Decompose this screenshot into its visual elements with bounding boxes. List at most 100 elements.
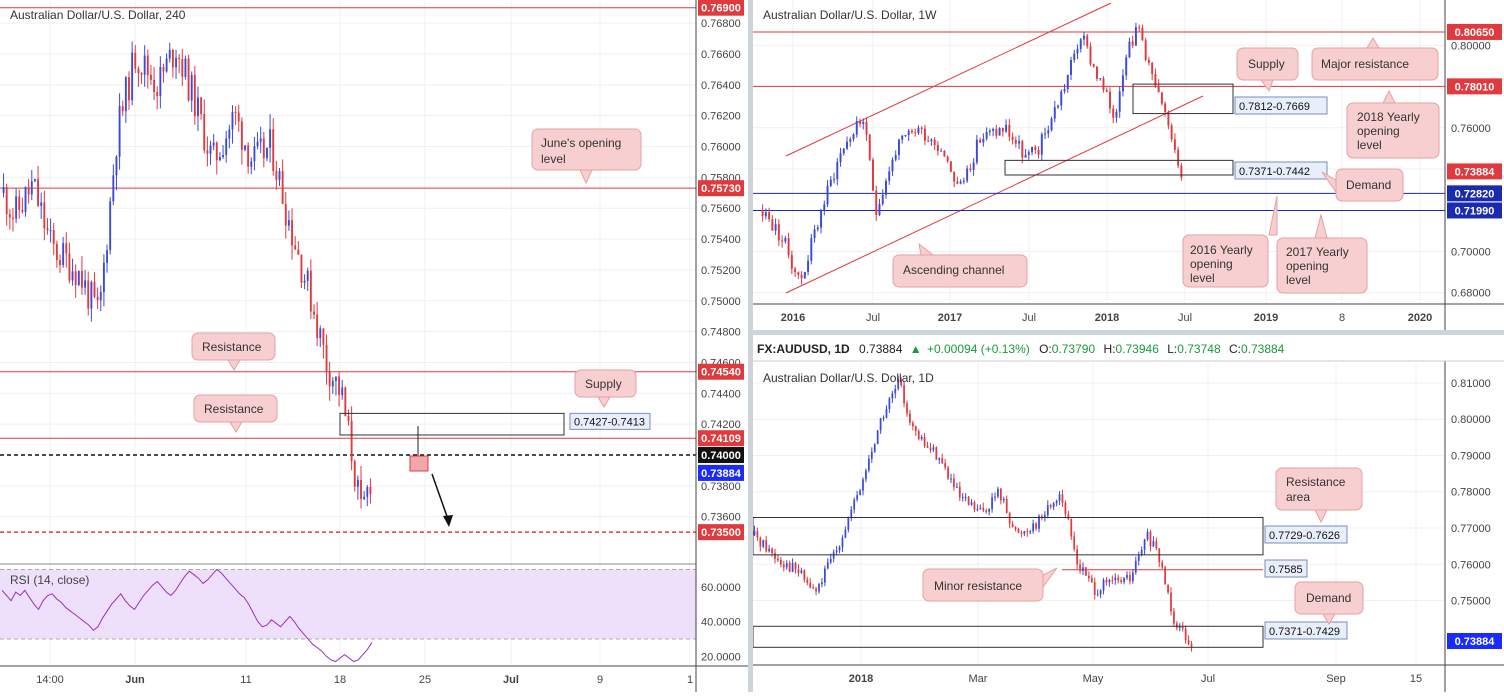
h4-chart-panel[interactable]: 0.7427-0.7413 June's opening level Resis… bbox=[0, 0, 748, 692]
h4-candle bbox=[360, 466, 362, 509]
d1-candle bbox=[794, 561, 797, 574]
h4-supply-zone[interactable] bbox=[339, 412, 565, 436]
h4-candle bbox=[313, 304, 315, 320]
h4-candle bbox=[71, 258, 74, 286]
w1-levels bbox=[753, 31, 1445, 211]
h4-callout-supply[interactable]: Supply bbox=[574, 369, 637, 408]
d1-candle bbox=[1120, 577, 1123, 584]
w1-candle bbox=[1014, 136, 1017, 148]
h4-candle bbox=[272, 118, 275, 176]
h4-time-axis[interactable]: 14:00 Jun 11 18 25 Jul 9 1 bbox=[0, 665, 748, 686]
w1-candle bbox=[1115, 108, 1118, 123]
d1-candle bbox=[932, 444, 935, 453]
h4-callout-june-open[interactable]: June's opening level bbox=[531, 128, 642, 185]
w1-callout-supply[interactable]: Supply bbox=[1236, 47, 1299, 93]
d1-candle bbox=[1173, 607, 1175, 627]
d1-candle bbox=[815, 586, 817, 596]
d1-time-axis[interactable]: 2018 Mar May Jul Sep 15 bbox=[753, 664, 1504, 685]
w1-candle bbox=[966, 165, 969, 184]
d1-x-tick: Jul bbox=[1201, 673, 1215, 685]
d1-price-axis[interactable]: 0.81000 0.80000 0.79000 0.78000 0.77000 0.760… bbox=[753, 360, 1504, 692]
d1-candle bbox=[870, 447, 873, 463]
w1-candle bbox=[897, 138, 900, 161]
d1-candle bbox=[1167, 584, 1169, 595]
w1-candle bbox=[1108, 87, 1111, 114]
h4-callout-june-open-l2: level bbox=[541, 152, 566, 166]
w1-ascending-channel bbox=[785, 2, 1204, 294]
w1-candle bbox=[784, 235, 787, 244]
w1-callout-ascending-channel[interactable]: Ascending channel bbox=[892, 242, 1028, 288]
w1-callout-2016-yearly[interactable]: 2016 Yearly opening level bbox=[1182, 195, 1278, 288]
d1-candle bbox=[1087, 571, 1090, 582]
price-tag: 0.74109 bbox=[698, 430, 744, 447]
w1-candle bbox=[1177, 146, 1180, 169]
d1-candle bbox=[835, 545, 838, 556]
w1-candle bbox=[1151, 61, 1154, 81]
w1-candle bbox=[1037, 146, 1040, 159]
w1-candle bbox=[1040, 132, 1043, 161]
w1-candle bbox=[1079, 38, 1082, 53]
h4-candle bbox=[344, 386, 347, 417]
d1-callout-minor-resistance[interactable]: Minor resistance bbox=[922, 567, 1058, 602]
price-tag: 0.71990 bbox=[1447, 202, 1502, 219]
w1-callout-major-resistance[interactable]: Major resistance bbox=[1311, 37, 1439, 81]
h4-candle bbox=[231, 105, 234, 144]
h4-price-axis[interactable]: 0.768000.766000.764000.762000.760000.758… bbox=[695, 0, 748, 692]
d1-callout-demand[interactable]: Demand bbox=[1294, 581, 1364, 625]
d1-candle bbox=[841, 535, 844, 552]
d1-candle bbox=[1111, 575, 1114, 585]
w1-supply-zone[interactable] bbox=[1132, 83, 1234, 115]
d1-candle bbox=[935, 446, 938, 460]
h4-candle bbox=[162, 63, 165, 83]
d1-candle bbox=[888, 397, 891, 413]
w1-candle bbox=[1076, 44, 1079, 60]
d1-candle bbox=[947, 465, 949, 480]
h4-candle bbox=[165, 53, 168, 73]
d1-candle bbox=[964, 493, 967, 502]
w1-y-tick: 0.70000 bbox=[1451, 246, 1491, 258]
d1-resistance-zone[interactable] bbox=[752, 516, 1264, 556]
svg-text:Supply: Supply bbox=[585, 377, 622, 391]
w1-chart-panel[interactable]: 0.7812-0.7669 0.7371-0.7442 Supply Major… bbox=[753, 0, 1504, 330]
w1-price-axis[interactable]: 0.800000.780000.760000.740000.700000.680… bbox=[1444, 0, 1504, 330]
h4-candle bbox=[159, 56, 162, 109]
price-tag: 0.78010 bbox=[1447, 78, 1502, 95]
d1-chart[interactable]: FX:AUDUSD, 1D 0.73884 ▲ +0.00094 (+0.13%… bbox=[752, 335, 1504, 692]
h4-callout-resistance-1[interactable]: Resistance bbox=[191, 332, 276, 371]
w1-callout-2017-yearly[interactable]: 2017 Yearly opening level bbox=[1276, 213, 1368, 294]
h4-candle bbox=[322, 328, 325, 359]
w1-time-axis[interactable]: 2016 Jul 2017 Jul 2018 Jul 2019 8 2020 bbox=[753, 303, 1504, 324]
w1-candle bbox=[859, 118, 861, 128]
h4-y-tick: 0.76600 bbox=[701, 49, 741, 61]
w1-candle bbox=[1128, 37, 1131, 59]
w1-candle bbox=[1121, 69, 1124, 97]
d1-demand-zone[interactable] bbox=[752, 625, 1264, 648]
w1-chart[interactable]: 0.7812-0.7669 0.7371-0.7442 Supply Major… bbox=[753, 0, 1504, 330]
h4-x-tick: 18 bbox=[334, 674, 346, 686]
svg-text:0.80650: 0.80650 bbox=[1455, 27, 1495, 39]
h4-y-tick: 0.73800 bbox=[701, 481, 741, 493]
w1-candle bbox=[985, 127, 988, 141]
svg-text:opening: opening bbox=[1286, 259, 1329, 273]
d1-chart-panel[interactable]: FX:AUDUSD, 1D 0.73884 ▲ +0.00094 (+0.13%… bbox=[752, 335, 1504, 692]
d1-candle bbox=[1023, 530, 1026, 537]
w1-candle bbox=[1170, 123, 1173, 142]
w1-x-tick: 2017 bbox=[938, 312, 962, 324]
h4-chart[interactable]: 0.7427-0.7413 June's opening level Resis… bbox=[0, 0, 748, 692]
w1-demand-zone[interactable] bbox=[1004, 159, 1234, 176]
w1-callout-demand[interactable]: Demand bbox=[1321, 168, 1404, 202]
h4-y-tick: 0.76800 bbox=[701, 18, 741, 30]
d1-candle bbox=[803, 569, 806, 583]
w1-candle bbox=[852, 133, 855, 142]
d1-level-label-minor: 0.7585 bbox=[1264, 559, 1308, 578]
h4-candle bbox=[40, 192, 43, 219]
d1-candle bbox=[967, 495, 970, 506]
d1-candle bbox=[1105, 577, 1108, 586]
d1-candle bbox=[809, 578, 812, 589]
d1-callout-resistance-area[interactable]: Resistance area bbox=[1275, 467, 1363, 524]
h4-callout-resistance-2[interactable]: Resistance bbox=[193, 394, 278, 433]
h4-rsi-pane[interactable] bbox=[0, 563, 696, 663]
w1-callout-2018-yearly[interactable]: 2018 Yearly opening level bbox=[1346, 89, 1440, 159]
d1-x-tick: Sep bbox=[1326, 673, 1346, 685]
w1-candle bbox=[979, 137, 982, 144]
